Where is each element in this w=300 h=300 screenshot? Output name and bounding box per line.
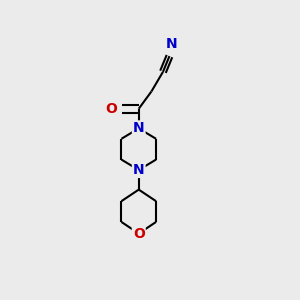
Text: N: N <box>165 37 177 51</box>
Text: O: O <box>105 102 117 116</box>
Text: O: O <box>133 226 145 241</box>
Text: N: N <box>133 122 145 135</box>
Text: N: N <box>133 163 145 177</box>
